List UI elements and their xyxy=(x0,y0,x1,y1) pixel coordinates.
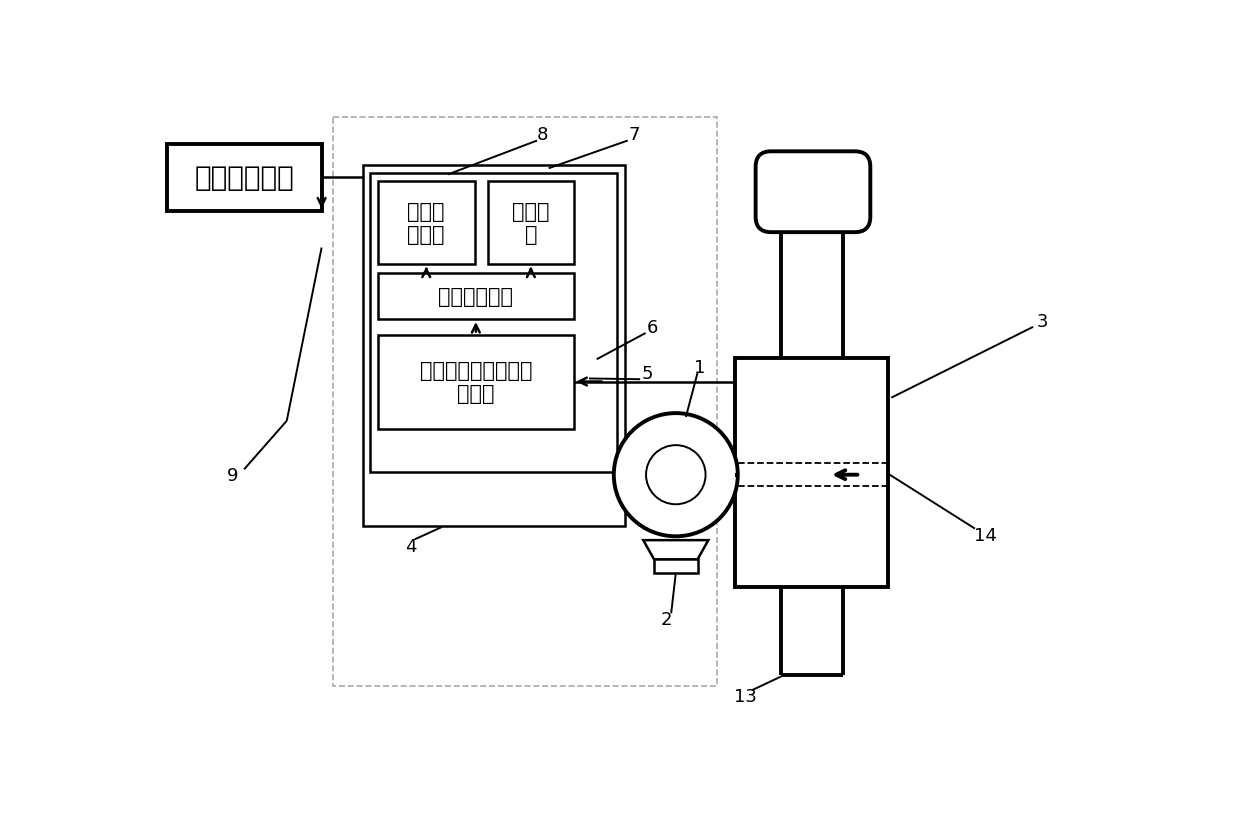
Text: 3: 3 xyxy=(1037,312,1048,330)
FancyBboxPatch shape xyxy=(755,152,870,233)
Bar xyxy=(378,274,573,319)
Text: 1: 1 xyxy=(694,359,706,377)
Text: 9: 9 xyxy=(227,466,238,484)
Polygon shape xyxy=(644,541,708,559)
Bar xyxy=(363,166,625,526)
Bar xyxy=(489,181,573,265)
Bar xyxy=(334,117,717,686)
Bar xyxy=(378,335,573,429)
Text: 2: 2 xyxy=(661,611,672,629)
Bar xyxy=(655,559,697,573)
Text: 14: 14 xyxy=(975,526,997,544)
Text: 6: 6 xyxy=(647,319,658,337)
Text: 13: 13 xyxy=(734,688,756,706)
Text: 7: 7 xyxy=(629,126,640,144)
Bar xyxy=(371,174,618,472)
Text: 5: 5 xyxy=(641,364,653,382)
Text: 8: 8 xyxy=(537,126,548,144)
Bar xyxy=(378,181,475,265)
Circle shape xyxy=(614,414,738,536)
Text: 显示模
块: 显示模 块 xyxy=(512,201,549,244)
Bar xyxy=(734,358,888,587)
Text: 数据通
讯模块: 数据通 讯模块 xyxy=(408,201,445,244)
Text: 4: 4 xyxy=(405,537,417,554)
Text: 智能计算功能: 智能计算功能 xyxy=(439,287,513,306)
Text: 中控室显示屏: 中控室显示屏 xyxy=(195,165,294,192)
Bar xyxy=(166,144,321,212)
Text: 泵电机电源及参数检
测模块: 泵电机电源及参数检 测模块 xyxy=(419,360,532,404)
